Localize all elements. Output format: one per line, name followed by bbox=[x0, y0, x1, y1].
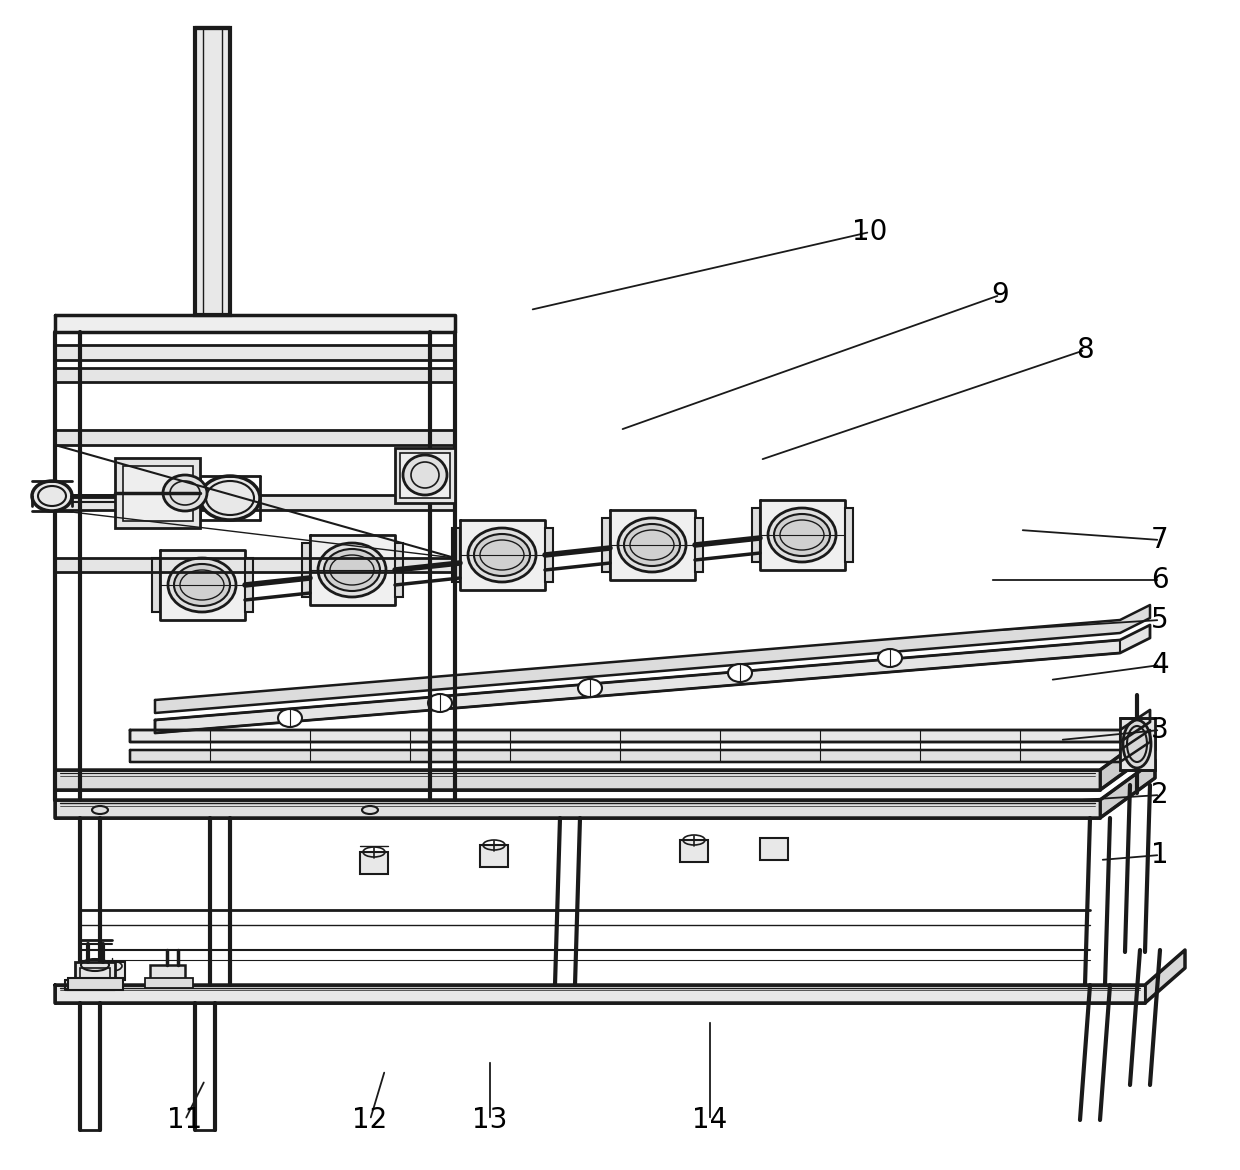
Polygon shape bbox=[155, 625, 1149, 732]
Polygon shape bbox=[1100, 730, 1154, 790]
Text: 8: 8 bbox=[1076, 336, 1094, 364]
Bar bbox=[680, 840, 708, 862]
Ellipse shape bbox=[578, 679, 601, 697]
Ellipse shape bbox=[878, 649, 901, 667]
Ellipse shape bbox=[768, 508, 836, 562]
Bar bbox=[360, 852, 388, 874]
Polygon shape bbox=[155, 605, 1149, 713]
Bar bbox=[1120, 718, 1154, 770]
Bar bbox=[694, 518, 703, 572]
Bar bbox=[246, 558, 253, 612]
Polygon shape bbox=[55, 950, 1185, 1003]
Polygon shape bbox=[55, 800, 1100, 818]
Bar bbox=[453, 528, 460, 581]
Text: 4: 4 bbox=[1151, 651, 1169, 679]
Polygon shape bbox=[55, 985, 1145, 1003]
Polygon shape bbox=[55, 431, 455, 445]
Ellipse shape bbox=[278, 709, 303, 727]
Ellipse shape bbox=[1123, 720, 1151, 768]
Text: 3: 3 bbox=[1151, 716, 1169, 744]
Polygon shape bbox=[55, 369, 455, 381]
Polygon shape bbox=[55, 770, 1100, 790]
Text: 12: 12 bbox=[352, 1106, 388, 1134]
Text: 7: 7 bbox=[1151, 526, 1169, 555]
Polygon shape bbox=[160, 550, 246, 620]
Text: 13: 13 bbox=[472, 1106, 507, 1134]
Ellipse shape bbox=[624, 524, 680, 566]
Bar bbox=[303, 543, 310, 597]
Polygon shape bbox=[1145, 950, 1185, 1003]
Polygon shape bbox=[610, 510, 694, 580]
Polygon shape bbox=[55, 760, 1154, 818]
Text: 11: 11 bbox=[167, 1106, 202, 1134]
Bar bbox=[844, 508, 853, 562]
Bar bbox=[760, 838, 787, 860]
Polygon shape bbox=[310, 535, 396, 605]
Text: 14: 14 bbox=[692, 1106, 728, 1134]
Text: 9: 9 bbox=[991, 281, 1009, 309]
Ellipse shape bbox=[618, 518, 686, 572]
Text: 1: 1 bbox=[1151, 841, 1169, 869]
Ellipse shape bbox=[428, 694, 453, 713]
Ellipse shape bbox=[162, 475, 207, 511]
Polygon shape bbox=[760, 500, 844, 570]
Polygon shape bbox=[55, 315, 455, 332]
Bar bbox=[601, 518, 610, 572]
Ellipse shape bbox=[774, 514, 830, 556]
Polygon shape bbox=[55, 730, 1154, 790]
Bar bbox=[68, 978, 123, 990]
Bar bbox=[153, 558, 160, 612]
Polygon shape bbox=[55, 345, 455, 360]
Polygon shape bbox=[130, 710, 1149, 742]
Bar bbox=[150, 965, 185, 980]
Bar bbox=[81, 968, 110, 978]
Bar bbox=[123, 466, 193, 521]
Ellipse shape bbox=[32, 481, 72, 511]
Polygon shape bbox=[55, 495, 455, 510]
Ellipse shape bbox=[174, 564, 229, 606]
Bar bbox=[100, 962, 125, 980]
Ellipse shape bbox=[324, 549, 379, 591]
Ellipse shape bbox=[167, 558, 236, 612]
Bar bbox=[115, 457, 200, 528]
Ellipse shape bbox=[403, 455, 446, 495]
Polygon shape bbox=[64, 980, 115, 990]
Text: 6: 6 bbox=[1151, 566, 1169, 594]
Text: 2: 2 bbox=[1151, 782, 1169, 808]
Polygon shape bbox=[1100, 760, 1154, 818]
Bar bbox=[396, 448, 455, 503]
Ellipse shape bbox=[467, 528, 536, 581]
Bar bbox=[751, 508, 760, 562]
Ellipse shape bbox=[317, 543, 386, 597]
Polygon shape bbox=[55, 558, 455, 572]
Polygon shape bbox=[460, 519, 546, 590]
Bar bbox=[480, 845, 508, 867]
Polygon shape bbox=[130, 730, 1149, 762]
Text: 10: 10 bbox=[852, 218, 888, 246]
Ellipse shape bbox=[200, 476, 260, 519]
Text: 5: 5 bbox=[1151, 606, 1169, 634]
Ellipse shape bbox=[728, 665, 751, 682]
Bar bbox=[401, 453, 450, 498]
Bar bbox=[74, 962, 115, 980]
Bar bbox=[145, 978, 193, 987]
Bar bbox=[546, 528, 553, 581]
Bar bbox=[195, 28, 229, 315]
Bar bbox=[396, 543, 403, 597]
Ellipse shape bbox=[474, 534, 529, 576]
